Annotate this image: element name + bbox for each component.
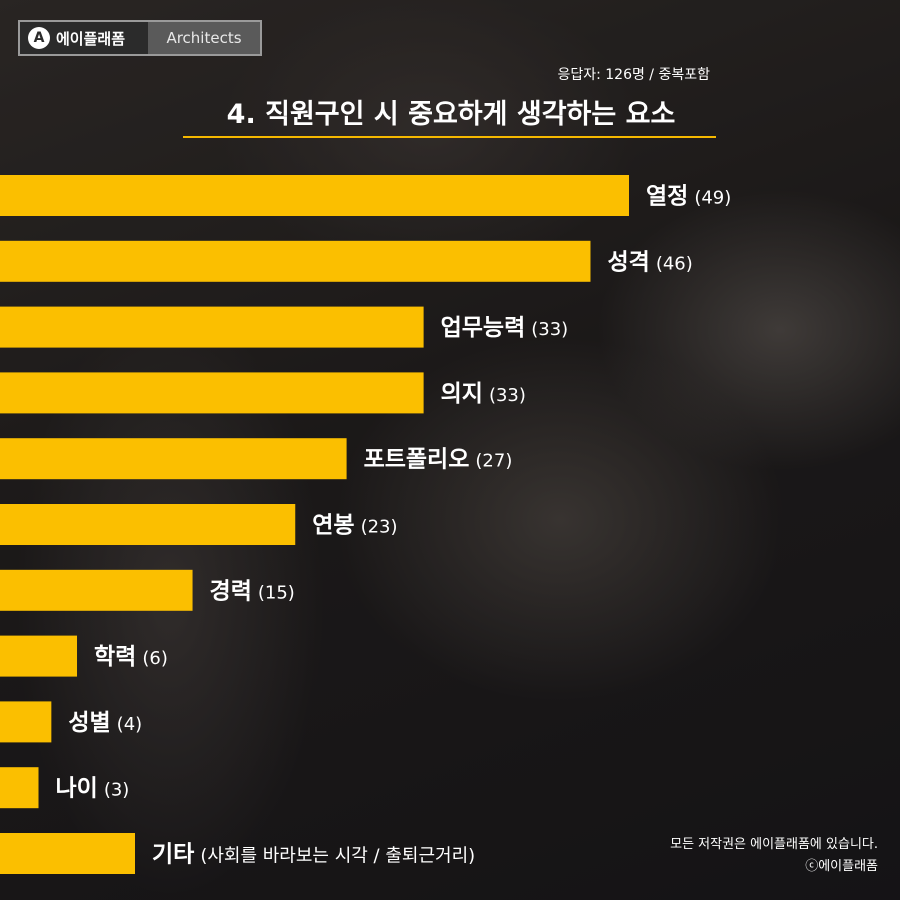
bar-10 xyxy=(0,767,39,809)
value-label: (33) xyxy=(531,319,568,340)
category-label: 성별 xyxy=(68,710,110,736)
bar-6 xyxy=(0,504,296,545)
footer-note: 모든 저작권은 에이플래폼에 있습니다. ⓒ에이플래폼 xyxy=(578,834,878,878)
credit-text: ⓒ에이플래폼 xyxy=(805,859,878,874)
category-label: 업무능력 xyxy=(441,315,526,341)
bar-3 xyxy=(0,306,424,348)
chart-title: 4. 직원구인 시 중요하게 생각하는 요소 xyxy=(226,99,676,130)
bar-label-8: 학력 (6) xyxy=(94,644,168,670)
category-label: 성격 xyxy=(607,249,649,275)
value-label: (15) xyxy=(258,582,295,603)
category-label: 의지 xyxy=(441,381,483,407)
copyright-text: 모든 저작권은 에이플래폼에 있습니다. xyxy=(670,837,878,852)
value-label: (27) xyxy=(475,451,512,472)
respondents-note: 응답자: 126명 / 중복포함 xyxy=(557,67,710,83)
bar-label-9: 성별 (4) xyxy=(68,710,142,736)
brand-logo-icon: A xyxy=(28,27,50,49)
bar-label-3: 업무능력 (33) xyxy=(441,315,569,341)
brand-tag: Architects xyxy=(148,22,260,54)
bar-label-2: 성격 (46) xyxy=(607,249,692,275)
bar-label-1: 열정 (49) xyxy=(646,184,731,210)
bar-11 xyxy=(0,833,135,874)
value-label: (46) xyxy=(656,253,693,274)
bar-9 xyxy=(0,701,52,743)
bar-8 xyxy=(0,635,78,677)
bar-2 xyxy=(0,240,591,282)
bar-label-5: 포트폴리오 (27) xyxy=(364,447,513,473)
category-label: 기타 xyxy=(152,842,194,868)
category-label: 열정 xyxy=(646,184,688,210)
bar-1 xyxy=(0,175,629,216)
value-label: (6) xyxy=(142,648,168,669)
bar-label-7: 경력 (15) xyxy=(210,578,295,604)
brand-left: A 에이플래폼 xyxy=(20,22,148,54)
category-label: 나이 xyxy=(56,776,98,802)
value-label: (33) xyxy=(489,385,526,406)
category-label: 학력 xyxy=(94,644,136,670)
category-label: 연봉 xyxy=(312,513,354,539)
bar-label-6: 연봉 (23) xyxy=(312,513,397,539)
value-label: (3) xyxy=(104,780,130,801)
bar-label-4: 의지 (33) xyxy=(441,381,526,407)
title-underline xyxy=(183,136,716,138)
bar-4 xyxy=(0,372,424,414)
bar-label-10: 나이 (3) xyxy=(56,776,130,802)
brand-badge: A 에이플래폼 Architects xyxy=(18,20,262,56)
category-label: 경력 xyxy=(210,578,252,604)
bar-5 xyxy=(0,438,347,480)
value-label: (사회를 바라보는 시각 / 출퇴근거리) xyxy=(200,846,475,867)
bar-label-11: 기타 (사회를 바라보는 시각 / 출퇴근거리) xyxy=(152,842,475,868)
value-label: (49) xyxy=(694,188,731,209)
bar-7 xyxy=(0,569,193,611)
category-label: 포트폴리오 xyxy=(364,447,470,473)
value-label: (4) xyxy=(117,714,143,735)
brand-name: 에이플래폼 xyxy=(56,29,126,48)
value-label: (23) xyxy=(361,517,398,538)
